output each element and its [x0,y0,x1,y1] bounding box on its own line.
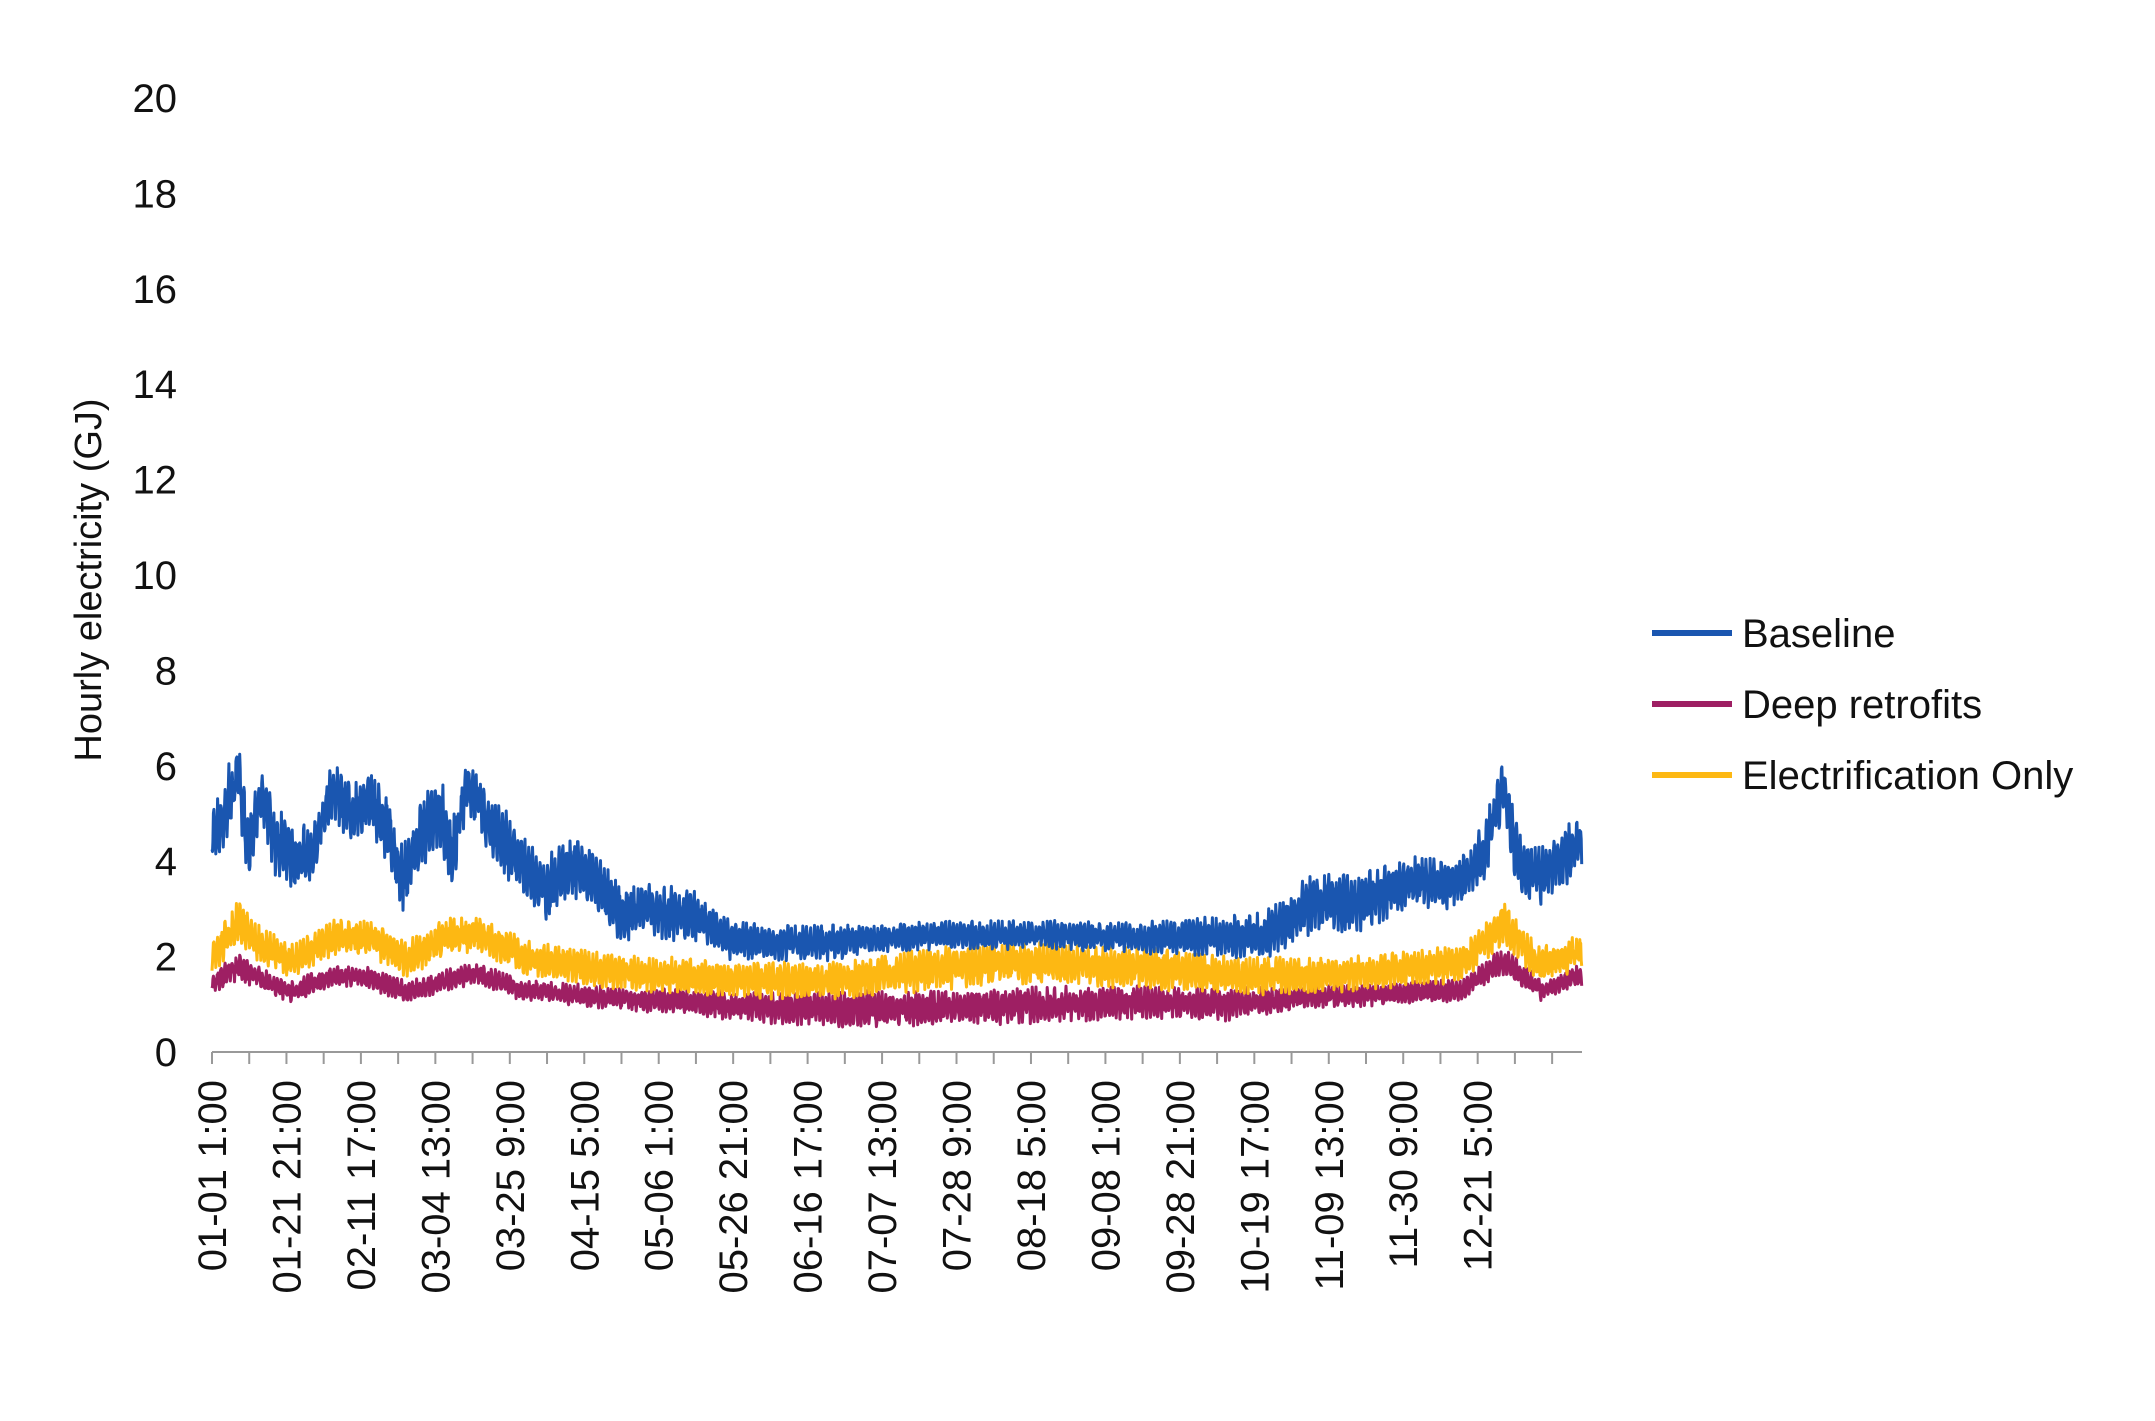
x-tick-label: 08-18 5:00 [1010,1080,1054,1271]
y-tick-label: 14 [133,363,178,407]
x-tick-label: 07-28 9:00 [936,1080,980,1271]
series-line [210,752,1584,963]
x-tick-label: 02-11 17:00 [340,1080,384,1291]
y-tick-label: 4 [155,840,177,884]
y-tick-label: 8 [155,649,177,693]
x-tick-label: 01-21 21:00 [265,1080,309,1294]
y-tick-label: 0 [155,1031,177,1075]
x-tick-label: 01-01 1:00 [191,1080,235,1271]
series-line [210,950,1584,1029]
y-tick-label: 20 [133,77,178,121]
legend-label: Electrification Only [1742,754,2073,798]
x-tick-label: 10-19 17:00 [1233,1080,1277,1294]
x-tick-label: 06-16 17:00 [787,1080,831,1294]
x-tick-label: 05-26 21:00 [712,1080,756,1294]
x-tick-label: 03-04 13:00 [414,1080,458,1294]
x-tick-label: 07-07 13:00 [861,1080,905,1294]
legend-label: Deep retrofits [1742,683,1982,727]
x-tick-label: 11-30 9:00 [1382,1080,1426,1268]
x-tick-label: 09-08 1:00 [1084,1080,1128,1271]
legend: Baseline Deep retrofits Electrification On… [1652,612,2073,798]
x-tick-label: 09-28 21:00 [1159,1080,1203,1294]
y-tick-label: 12 [133,459,178,503]
legend-label: Baseline [1742,612,1895,656]
y-tick-label: 10 [133,554,178,598]
y-tick-label: 16 [133,268,178,312]
series-line [210,902,1584,1001]
y-axis-title: Hourly electricity (GJ) [68,398,110,761]
x-tick-label: 05-06 1:00 [638,1080,682,1271]
x-tick-label: 11-09 13:00 [1308,1080,1352,1291]
y-tick-label: 6 [155,745,177,789]
x-tick-label: 03-25 9:00 [489,1080,533,1271]
x-tick-label: 12-21 5:00 [1457,1080,1501,1271]
series-layer [210,752,1584,1029]
axes-layer: 0 2 4 6 8 10 12 14 16 18 20 01-01 1:00 01-21 21:00 02… [133,77,1582,1294]
y-tick-label: 18 [133,172,178,216]
y-tick-label: 2 [155,936,177,980]
x-tick-label: 04-15 5:00 [563,1080,607,1271]
